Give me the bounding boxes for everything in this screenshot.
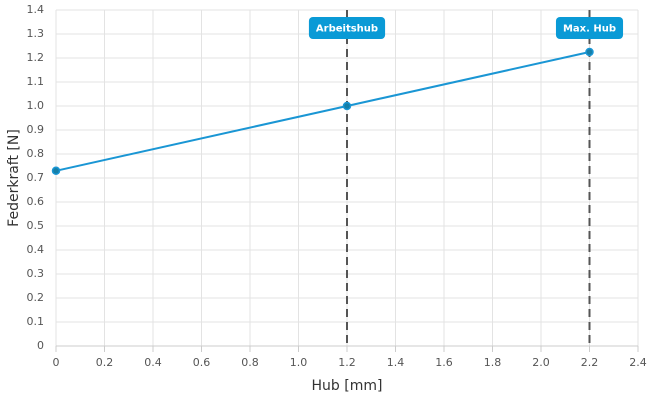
x-tick-label: 1.4 [387,356,405,369]
y-tick-label: 0.3 [27,267,45,280]
x-axis-title: Hub [mm] [312,378,383,394]
y-tick-label: 0.6 [27,195,45,208]
data-point [585,47,594,57]
x-tick-label: 1.2 [338,356,356,369]
y-tick-label: 1.2 [27,51,45,64]
x-tick-label: 0.4 [144,356,162,369]
data-point [342,101,352,111]
y-axis-title: Federkraft [N] [6,129,22,227]
annotation-label: Arbeitshub [316,24,378,35]
x-tick-label: 0 [53,356,60,369]
y-tick-label: 1.4 [27,3,45,16]
x-tick-label: 2.0 [532,356,550,369]
x-tick-label: 0.6 [193,356,211,369]
x-tick-label: 1.8 [484,356,502,369]
x-tick-label: 2.4 [629,356,647,369]
x-tick-label: 2.2 [581,356,599,369]
y-tick-label: 0.1 [27,315,45,328]
annotation-box [555,17,624,39]
y-tick-label: 1.0 [27,99,45,112]
x-tick-label: 0.8 [241,356,259,369]
x-tick-label: 1.0 [290,356,308,369]
annotation-label: Max. Hub [563,24,616,35]
y-tick-label: 0.8 [27,147,45,160]
x-tick-label: 1.6 [435,356,453,369]
y-tick-label: 0.9 [27,123,45,136]
y-tick-label: 1.1 [27,75,45,88]
y-tick-label: 0.5 [27,219,45,232]
y-tick-label: 0.2 [27,291,45,304]
y-tick-label: 1.3 [27,27,45,40]
annotation-box [308,17,386,39]
series-line [55,51,590,172]
y-tick-label: 0.4 [27,243,45,256]
data-point [51,166,61,176]
x-tick-label: 0.2 [96,356,114,369]
y-tick-label: 0.7 [27,171,45,184]
y-tick-label: 0 [37,339,44,352]
